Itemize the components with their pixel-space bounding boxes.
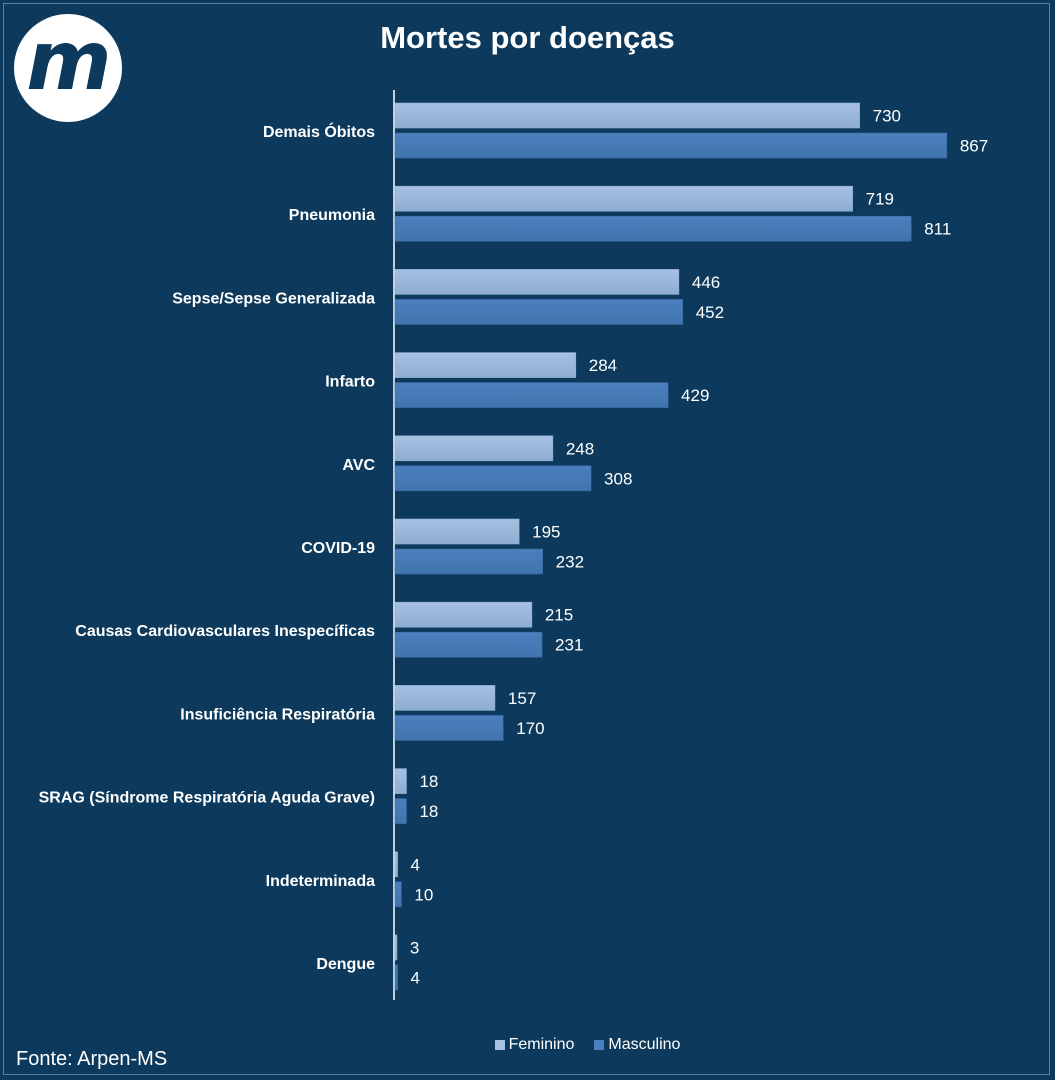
bar-feminino-demais-obitos <box>394 102 860 129</box>
category-label-avc: AVC <box>342 457 375 474</box>
bar-feminino-pneumonia <box>394 185 853 212</box>
legend-swatch-masculino <box>594 1040 605 1050</box>
bar-feminino-covid-19 <box>394 518 520 545</box>
source-note: Fonte: Arpen-MS <box>16 1048 168 1070</box>
category-label-insuficiencia-respiratoria: Insuficiência Respiratória <box>180 706 375 723</box>
value-label-feminino-insuficiencia-respiratoria: 157 <box>508 689 536 708</box>
category-label-pneumonia: Pneumonia <box>289 207 375 224</box>
category-label-causas-cardiovasculares-inespecificas: Causas Cardiovasculares Inespecíficas <box>75 623 375 640</box>
value-label-feminino-srag-sindrome-respiratoria-aguda-grave: 18 <box>419 772 438 791</box>
bar-feminino-causas-cardiovasculares-inespecificas <box>394 601 533 628</box>
category-label-indeterminada: Indeterminada <box>266 873 375 890</box>
value-label-masculino-dengue: 4 <box>411 969 420 988</box>
value-label-masculino-covid-19: 232 <box>556 553 584 572</box>
value-label-masculino-avc: 308 <box>604 469 632 488</box>
bar-masculino-covid-19 <box>394 548 543 575</box>
value-label-masculino-demais-obitos: 867 <box>960 137 988 156</box>
bar-masculino-pneumonia <box>394 215 912 242</box>
bar-masculino-dengue <box>394 964 398 991</box>
chart-title: Mortes por doenças <box>380 20 675 55</box>
category-label-srag-sindrome-respiratoria-aguda-grave: SRAG (Síndrome Respiratória Aguda Grave) <box>39 790 375 807</box>
bar-masculino-causas-cardiovasculares-inespecificas <box>394 631 543 658</box>
bar-feminino-dengue <box>394 934 398 961</box>
value-label-masculino-causas-cardiovasculares-inespecificas: 231 <box>555 636 583 655</box>
bar-feminino-sepse-sepse-generalizada <box>394 269 680 295</box>
value-label-feminino-indeterminada: 4 <box>411 855 420 874</box>
value-label-feminino-pneumonia: 719 <box>866 190 894 209</box>
bar-masculino-sepse-sepse-generalizada <box>394 299 683 325</box>
value-label-feminino-causas-cardiovasculares-inespecificas: 215 <box>545 606 573 625</box>
value-label-masculino-insuficiencia-respiratoria: 170 <box>516 719 544 738</box>
legend-label-masculino: Masculino <box>608 1036 681 1053</box>
bar-masculino-avc <box>394 465 592 492</box>
value-label-feminino-dengue: 3 <box>410 939 419 958</box>
legend-swatch-feminino <box>494 1040 505 1050</box>
value-label-feminino-infarto: 284 <box>589 356 617 375</box>
bar-feminino-indeterminada <box>394 851 398 878</box>
value-label-feminino-sepse-sepse-generalizada: 446 <box>692 273 720 292</box>
bar-masculino-infarto <box>394 382 669 408</box>
logo: m <box>14 14 122 122</box>
legend-label-feminino: Feminino <box>508 1036 575 1053</box>
bar-masculino-demais-obitos <box>394 132 948 159</box>
logo-mark: m <box>26 14 111 109</box>
bar-masculino-insuficiencia-respiratoria <box>394 715 504 741</box>
value-label-feminino-demais-obitos: 730 <box>873 107 901 126</box>
bar-masculino-indeterminada <box>394 881 402 908</box>
legend-item-masculino: Masculino <box>594 1036 680 1054</box>
bar-feminino-srag-sindrome-respiratoria-aguda-grave <box>394 768 407 794</box>
bar-feminino-insuficiencia-respiratoria <box>394 685 496 711</box>
bar-feminino-avc <box>394 435 554 462</box>
value-label-masculino-sepse-sepse-generalizada: 452 <box>696 303 724 322</box>
bar-feminino-infarto <box>394 352 577 378</box>
value-label-feminino-avc: 248 <box>566 439 594 458</box>
category-label-sepse-sepse-generalizada: Sepse/Sepse Generalizada <box>172 290 375 307</box>
value-label-masculino-infarto: 429 <box>681 386 709 405</box>
value-label-feminino-covid-19: 195 <box>532 523 560 542</box>
legend-item-feminino: Feminino <box>494 1036 575 1054</box>
value-label-masculino-srag-sindrome-respiratoria-aguda-grave: 18 <box>419 802 438 821</box>
chart-frame <box>3 3 1050 1075</box>
value-label-masculino-indeterminada: 10 <box>414 885 433 904</box>
category-label-infarto: Infarto <box>325 374 375 391</box>
category-label-dengue: Dengue <box>316 956 375 973</box>
value-label-masculino-pneumonia: 811 <box>924 220 951 239</box>
category-label-demais-obitos: Demais Óbitos <box>263 122 375 141</box>
category-label-covid-19: COVID-19 <box>301 540 375 557</box>
bar-masculino-srag-sindrome-respiratoria-aguda-grave <box>394 798 407 824</box>
legend: Feminino Masculino <box>0 1036 1055 1054</box>
